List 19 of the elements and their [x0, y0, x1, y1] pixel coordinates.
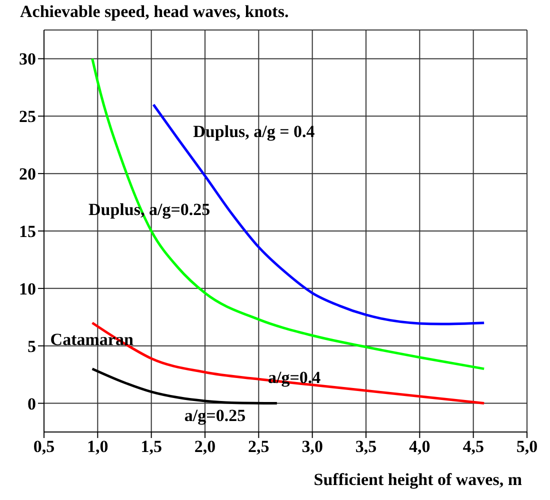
- x-tick-label: 2,0: [194, 437, 216, 456]
- x-tick-label: 3,0: [302, 437, 323, 456]
- x-tick-label: 4,5: [462, 437, 484, 456]
- x-axis-title: Sufficient height of waves, m: [314, 470, 522, 490]
- x-tick-label: 2,5: [248, 437, 270, 456]
- x-tick-label: 1,0: [87, 437, 108, 456]
- y-tick-label: 20: [19, 164, 36, 184]
- x-tick-label: 5,0: [516, 437, 538, 456]
- y-tick-label: 10: [19, 279, 36, 298]
- x-tick-label: 0,5: [33, 437, 55, 456]
- y-tick-label: 15: [19, 222, 36, 242]
- x-tick-label: 4,0: [409, 437, 430, 456]
- x-tick-label: 1,5: [140, 437, 162, 456]
- y-tick-label: 0: [28, 394, 36, 414]
- y-tick-label: 5: [28, 336, 36, 356]
- y-tick-label: 25: [19, 107, 36, 126]
- y-tick-label: 30: [19, 50, 36, 69]
- x-tick-label: 3,5: [355, 437, 377, 456]
- chart-title: Achievable speed, head waves, knots.: [20, 2, 289, 22]
